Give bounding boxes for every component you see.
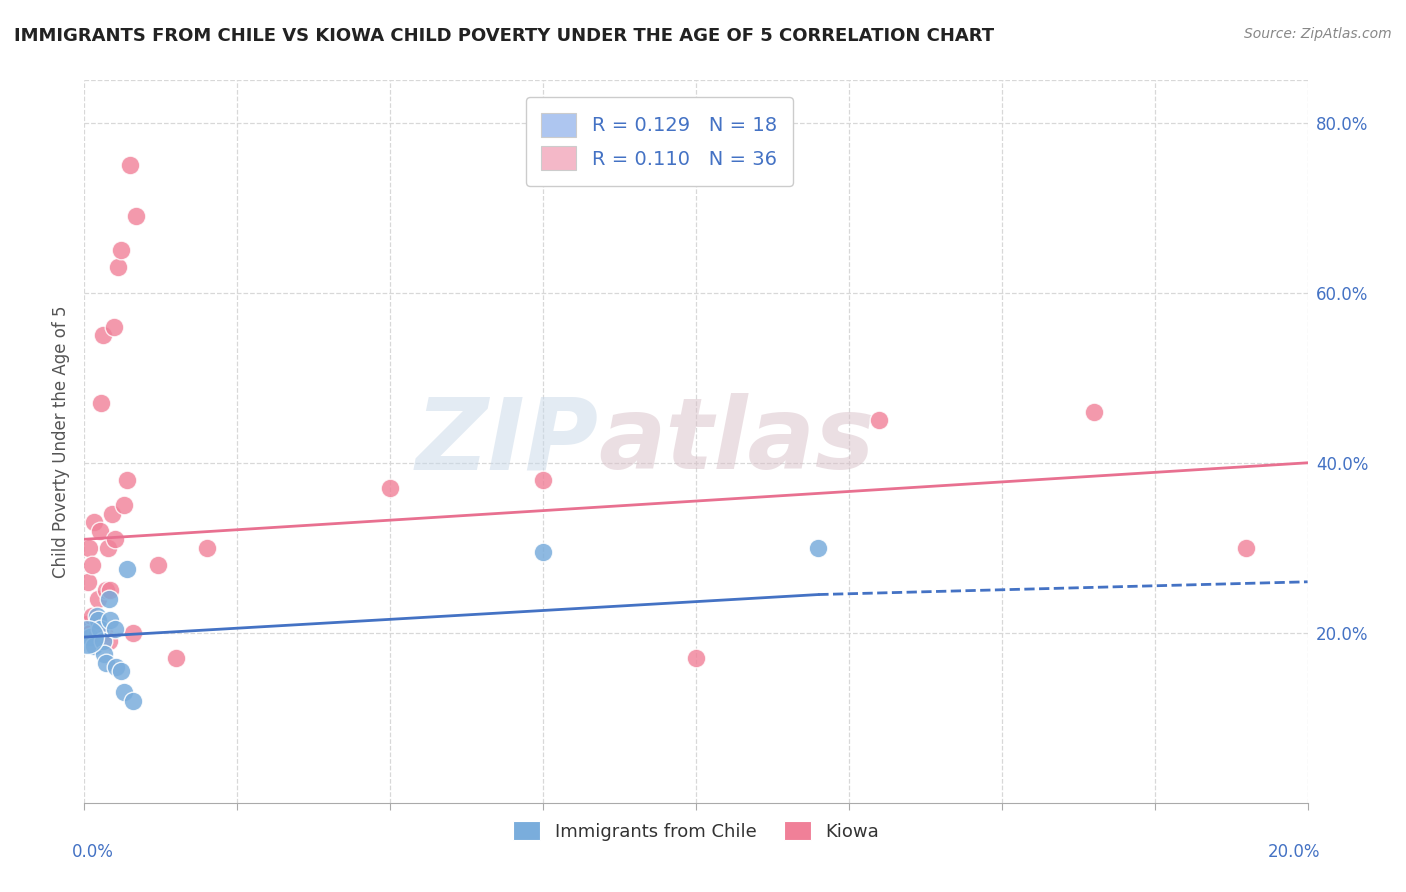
- Text: IMMIGRANTS FROM CHILE VS KIOWA CHILD POVERTY UNDER THE AGE OF 5 CORRELATION CHAR: IMMIGRANTS FROM CHILE VS KIOWA CHILD POV…: [14, 27, 994, 45]
- Point: [105, 660, 128, 674]
- Point: [83, 516, 105, 530]
- Point: [82, 558, 104, 572]
- Point: [98, 583, 121, 598]
- Point: [91, 634, 114, 648]
- Point: [77, 541, 100, 555]
- Point: [125, 209, 148, 223]
- Point: [122, 694, 145, 708]
- Point: [98, 613, 121, 627]
- Text: 20.0%: 20.0%: [1267, 843, 1320, 861]
- Point: [107, 260, 129, 275]
- Point: [146, 558, 169, 572]
- Point: [1083, 405, 1105, 419]
- Point: [91, 328, 114, 343]
- Point: [104, 622, 127, 636]
- Point: [120, 158, 142, 172]
- Text: ZIP: ZIP: [415, 393, 598, 490]
- Point: [97, 541, 120, 555]
- Point: [685, 651, 707, 665]
- Point: [80, 608, 103, 623]
- Point: [101, 507, 124, 521]
- Point: [87, 591, 110, 606]
- Point: [112, 685, 135, 699]
- Legend: Immigrants from Chile, Kiowa: Immigrants from Chile, Kiowa: [506, 814, 886, 848]
- Text: Source: ZipAtlas.com: Source: ZipAtlas.com: [1244, 27, 1392, 41]
- Point: [103, 319, 125, 334]
- Point: [79, 625, 101, 640]
- Point: [807, 541, 830, 555]
- Point: [195, 541, 218, 555]
- Y-axis label: Child Poverty Under the Age of 5: Child Poverty Under the Age of 5: [52, 305, 70, 578]
- Point: [1236, 541, 1258, 555]
- Point: [115, 473, 138, 487]
- Text: 0.0%: 0.0%: [72, 843, 114, 861]
- Point: [97, 591, 120, 606]
- Point: [104, 533, 127, 547]
- Point: [380, 481, 402, 495]
- Point: [165, 651, 187, 665]
- Point: [122, 625, 145, 640]
- Point: [115, 562, 138, 576]
- Point: [83, 639, 105, 653]
- Point: [110, 664, 132, 678]
- Point: [86, 625, 108, 640]
- Point: [93, 625, 115, 640]
- Point: [89, 622, 111, 636]
- Point: [76, 630, 98, 644]
- Point: [76, 617, 98, 632]
- Point: [89, 524, 111, 538]
- Point: [90, 396, 112, 410]
- Point: [94, 656, 117, 670]
- Point: [93, 647, 115, 661]
- Point: [110, 244, 132, 258]
- Point: [869, 413, 891, 427]
- Text: atlas: atlas: [598, 393, 875, 490]
- Point: [97, 634, 120, 648]
- Point: [112, 498, 135, 512]
- Point: [531, 473, 554, 487]
- Point: [86, 608, 108, 623]
- Point: [77, 574, 100, 589]
- Point: [531, 545, 554, 559]
- Point: [79, 630, 101, 644]
- Point: [94, 583, 117, 598]
- Point: [87, 613, 110, 627]
